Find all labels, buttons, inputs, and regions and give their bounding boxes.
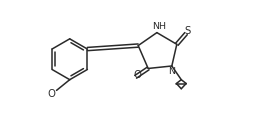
Text: N: N [168,67,175,76]
Text: O: O [48,89,56,99]
Text: S: S [185,26,191,36]
Text: NH: NH [152,22,166,31]
Text: O: O [134,70,142,80]
